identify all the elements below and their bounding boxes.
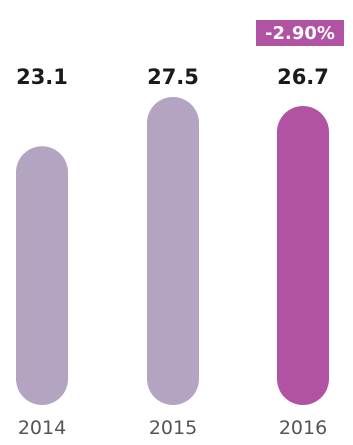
value-label-2014: 23.1 xyxy=(16,65,68,89)
category-label-2016: 2016 xyxy=(279,417,327,439)
category-labels-group: 2014 2015 2016 xyxy=(18,417,327,439)
change-badge-label: -2.90% xyxy=(265,23,335,44)
bar-2014 xyxy=(16,146,68,405)
bars-group xyxy=(16,97,329,406)
change-badge xyxy=(256,20,344,46)
bar-2015 xyxy=(147,97,199,405)
category-label-2014: 2014 xyxy=(18,417,66,439)
change-badge-group: -2.90% xyxy=(256,20,344,46)
value-labels-group: 23.1 27.5 26.7 xyxy=(16,65,329,89)
category-label-2015: 2015 xyxy=(149,417,197,439)
value-label-2016: 26.7 xyxy=(277,65,329,89)
value-label-2015: 27.5 xyxy=(147,65,199,89)
bar-2016 xyxy=(277,105,329,406)
